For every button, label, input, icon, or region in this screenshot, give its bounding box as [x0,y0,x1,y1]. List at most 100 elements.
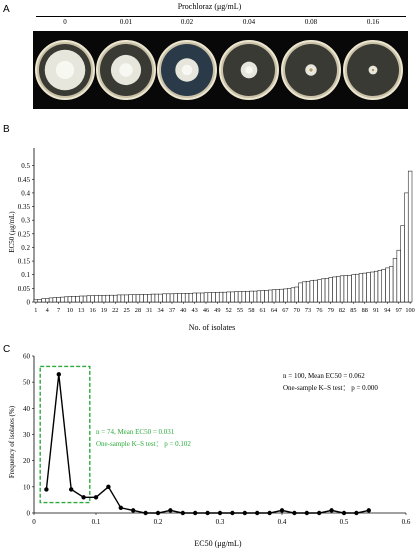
bar-isolate [200,292,205,303]
data-point [267,510,272,516]
x-tick-label-b: 64 [271,307,278,314]
bar-isolate [339,275,345,303]
bar-isolate [230,291,235,303]
y-tick-label-b: 0.4 [21,189,30,197]
bar-isolate [124,294,129,303]
x-tick-label-b: 10 [67,307,73,314]
x-tick-label-c: 0 [32,518,36,526]
bar-isolate [252,290,258,303]
data-point [354,510,359,516]
bar-isolate [358,273,364,303]
bar-isolate [400,225,405,303]
x-tick-label-b: 91 [373,307,379,314]
concentration-label: 0 [63,18,67,26]
bar-isolate [283,288,288,303]
bar-isolate [203,292,209,303]
bar-isolate [79,295,84,303]
bar-isolate [169,293,175,303]
y-axis-label-c: Frequency of isolates (%) [8,405,16,478]
bar-isolate [294,286,299,303]
bar-isolate [82,295,88,303]
x-tick-label-b: 94 [384,307,391,314]
data-point [143,510,148,516]
data-point [279,508,285,513]
bar-isolate [245,291,250,303]
ec50-bar-chart: EC50 (μg/mL) No. of isolates 0 0.05 0.1 0.1… [8,148,415,332]
bar-isolate [215,292,220,303]
concentration-label: 0.02 [180,18,194,26]
x-tick-label-c: 0.3 [216,518,225,526]
x-tick-label-b: 61 [260,307,266,314]
bar-isolate [60,296,65,303]
data-point [93,495,99,500]
data-point [292,510,297,516]
x-tick-label-b: 22 [112,307,118,314]
bar-isolate [86,295,91,303]
panel-letter-a: A [3,4,10,15]
x-tick-label-c: 0.1 [92,518,101,526]
bar-isolate [48,297,54,303]
concentration-label: 0.04 [242,18,256,26]
x-tick-label-b: 58 [248,307,254,314]
x-tick-label-b: 4 [46,307,50,314]
bar-isolate [268,289,273,303]
bar-isolate [192,292,197,303]
data-point [56,372,61,377]
bar-isolate [351,274,356,303]
bar-isolate [139,294,144,303]
bar-isolate [222,291,228,303]
bar-isolate [116,294,122,303]
x-tick-label-b: 70 [294,307,300,314]
data-point [131,508,136,513]
bar-isolate [101,295,107,303]
x-tick-label-b: 13 [78,307,84,314]
y-tick-label-c: 40 [23,405,31,413]
data-point [255,510,260,516]
x-tick-label-b: 43 [192,307,198,314]
x-tick-label-b: 1 [34,307,37,314]
x-tick-label-c: 0.6 [402,518,411,526]
data-point [242,510,247,516]
bar-isolate [33,299,39,303]
bar-isolate [381,269,386,303]
panel-letter-c: C [3,344,11,355]
x-axis-label-b: No. of isolates [189,323,235,332]
x-tick-label-b: 19 [101,307,107,314]
bar-isolate [166,293,171,303]
y-tick-label-b: 0 [27,299,31,307]
bar-isolate [366,272,371,303]
data-point [230,510,235,516]
bar-isolate [264,290,269,303]
x-tick-label-b: 37 [169,307,175,314]
colony-center-spot [371,68,375,72]
y-tick-label-c: 30 [23,431,31,439]
bar-isolate [71,296,76,303]
frequency-series-line [45,374,369,514]
bar-isolate [218,291,224,303]
bar-isolate [105,294,110,303]
x-tick-label-b: 25 [123,307,129,314]
bar-isolate [150,293,156,303]
colony-center [245,66,253,74]
bar-isolate [370,271,375,303]
x-tick-label-c: 0.2 [154,518,163,526]
data-point [81,495,86,500]
bar-isolate [275,289,280,303]
x-tick-label-b: 85 [350,307,356,314]
bar-isolate [404,192,409,303]
plate-strip-background [33,31,408,109]
data-point [106,484,111,490]
data-point [217,510,223,516]
colony-center [119,63,133,77]
y-tick-label-b: 0.1 [21,271,30,279]
prochloraz-title: Prochloraz (μg/mL) [177,2,242,11]
x-tick-label-b: 31 [146,307,152,314]
x-tick-label-b: 76 [316,307,322,314]
bar-isolate [407,170,413,303]
y-tick-label-c: 10 [23,483,31,491]
bar-isolate [226,291,231,303]
bar-isolate [362,272,367,303]
x-tick-label-b: 82 [339,307,345,314]
x-tick-label-b: 73 [305,307,311,314]
data-point [329,508,334,513]
